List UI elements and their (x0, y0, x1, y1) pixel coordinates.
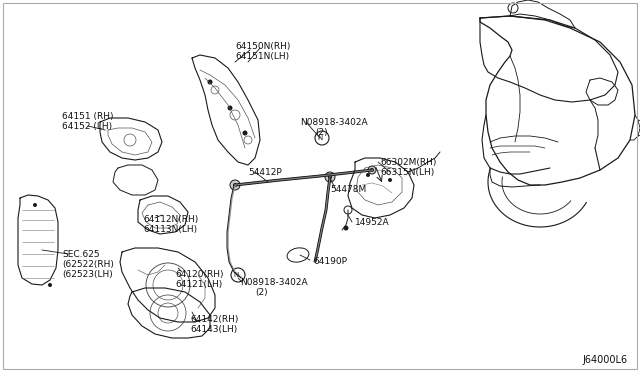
Text: 64143(LH): 64143(LH) (190, 325, 237, 334)
Text: N08918-3402A: N08918-3402A (300, 118, 367, 127)
Circle shape (231, 268, 245, 282)
Text: N: N (234, 272, 239, 278)
Text: 64112N(RH): 64112N(RH) (143, 215, 198, 224)
Circle shape (315, 131, 329, 145)
Text: 64190P: 64190P (313, 257, 347, 266)
Text: 64120(RH): 64120(RH) (175, 270, 223, 279)
Circle shape (233, 183, 237, 187)
Text: J64000L6: J64000L6 (582, 355, 627, 365)
Text: (62522(RH): (62522(RH) (62, 260, 114, 269)
Text: 64113N(LH): 64113N(LH) (143, 225, 197, 234)
Text: N: N (317, 135, 323, 141)
Circle shape (227, 106, 232, 110)
Text: 54412P: 54412P (248, 168, 282, 177)
Text: 64142(RH): 64142(RH) (190, 315, 238, 324)
Text: N08918-3402A: N08918-3402A (240, 278, 308, 287)
Text: (2): (2) (315, 128, 328, 137)
Text: (62523(LH): (62523(LH) (62, 270, 113, 279)
Text: 64152 (LH): 64152 (LH) (62, 122, 112, 131)
Text: 64151N(LH): 64151N(LH) (235, 52, 289, 61)
Text: 64150N(RH): 64150N(RH) (235, 42, 291, 51)
Circle shape (243, 131, 248, 135)
Text: 14952A: 14952A (355, 218, 390, 227)
Circle shape (207, 80, 212, 84)
Text: SEC.625: SEC.625 (62, 250, 100, 259)
Text: 64151 (RH): 64151 (RH) (62, 112, 113, 121)
Circle shape (388, 178, 392, 182)
Circle shape (48, 283, 52, 287)
Text: 66315N(LH): 66315N(LH) (380, 168, 435, 177)
Circle shape (328, 175, 332, 179)
Text: (2): (2) (255, 288, 268, 297)
Circle shape (230, 180, 240, 190)
Circle shape (368, 166, 376, 174)
Circle shape (325, 172, 335, 182)
Circle shape (33, 203, 37, 207)
Circle shape (366, 173, 370, 177)
Circle shape (344, 206, 352, 214)
Circle shape (344, 225, 349, 231)
Text: 54478M: 54478M (330, 185, 366, 194)
Circle shape (370, 168, 374, 172)
Text: 64121(LH): 64121(LH) (175, 280, 222, 289)
Text: 66302M(RH): 66302M(RH) (380, 158, 436, 167)
